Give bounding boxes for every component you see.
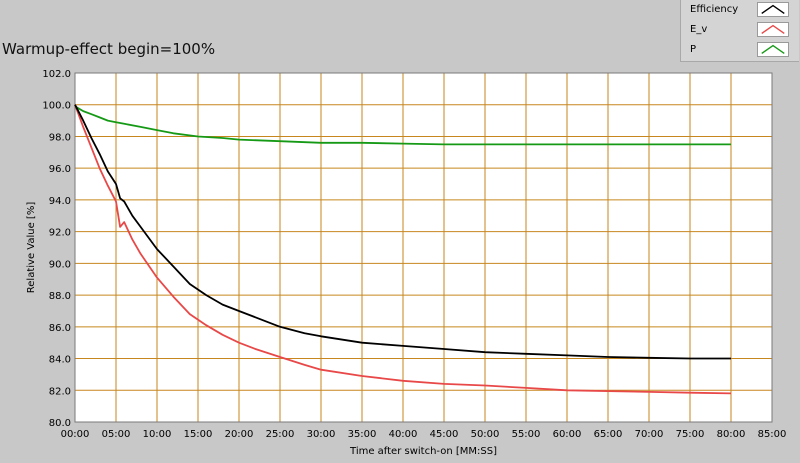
legend-label-efficiency: Efficiency: [690, 4, 739, 15]
x-tick-label: 60:00: [553, 429, 582, 440]
x-tick-label: 65:00: [594, 429, 623, 440]
legend-label-ev: E_v: [690, 24, 708, 35]
y-tick-label: 92.0: [49, 228, 71, 239]
legend-item-efficiency: Efficiency: [681, 0, 799, 20]
chart-title: Warmup-effect begin=100%: [2, 40, 216, 58]
x-axis-label: Time after switch-on [MM:SS]: [349, 446, 497, 457]
legend-swatch-ev: [757, 22, 789, 37]
x-tick-label: 50:00: [471, 429, 500, 440]
x-tick-label: 35:00: [348, 429, 377, 440]
legend-swatch-efficiency: [757, 2, 789, 17]
legend-item-ev: E_v: [681, 20, 799, 40]
x-tick-label: 10:00: [143, 429, 172, 440]
series-ev-line: [74, 104, 732, 395]
x-tick-label: 85:00: [758, 429, 787, 440]
x-tick-label: 05:00: [102, 429, 131, 440]
x-tick-label: 00:00: [61, 429, 90, 440]
y-tick-label: 86.0: [49, 323, 71, 334]
plot-border: [74, 72, 773, 423]
y-tick-label: 98.0: [49, 132, 71, 143]
series-p-line: [74, 105, 731, 146]
y-tick-label: 96.0: [49, 164, 71, 175]
x-tick-label: 15:00: [184, 429, 213, 440]
y-tick-label: 80.0: [49, 418, 71, 429]
legend-swatch-p: [757, 42, 789, 57]
x-tick-label: 40:00: [389, 429, 418, 440]
y-tick-label: 88.0: [49, 291, 71, 302]
y-tick-label: 84.0: [49, 355, 71, 366]
x-tick-label: 75:00: [676, 429, 705, 440]
y-tick-label: 94.0: [49, 196, 71, 207]
legend-label-p: P: [690, 44, 697, 55]
x-tick-label: 20:00: [225, 429, 254, 440]
legend: Efficiency E_v P: [680, 0, 799, 62]
x-tick-label: 80:00: [717, 429, 746, 440]
x-tick-label: 30:00: [307, 429, 336, 440]
legend-item-p: P: [681, 40, 799, 60]
y-axis-label: Relative Value [%]: [26, 202, 37, 294]
plot-area: [75, 73, 772, 422]
x-tick-label: 55:00: [512, 429, 541, 440]
x-tick-label: 70:00: [635, 429, 664, 440]
y-tick-label: 100.0: [42, 101, 71, 112]
x-tick-label: 45:00: [430, 429, 459, 440]
x-tick-label: 25:00: [266, 429, 295, 440]
y-tick-label: 90.0: [49, 259, 71, 270]
series-efficiency-line: [74, 104, 731, 360]
y-tick-label: 102.0: [42, 69, 71, 80]
y-tick-label: 82.0: [49, 386, 71, 397]
